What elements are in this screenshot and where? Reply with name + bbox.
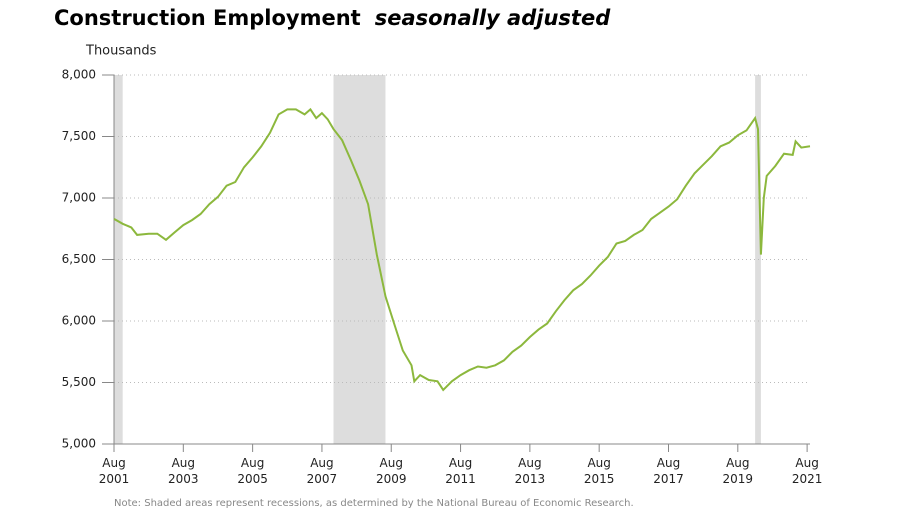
series-line [113, 107, 811, 392]
x-tick-label: Aug 2017 [653, 456, 684, 486]
y-tick-label: 5,000 [62, 437, 96, 451]
y-tick-label: 6,000 [62, 314, 96, 328]
x-tick-label: Aug 2011 [445, 456, 476, 486]
subtitle: seasonally adjusted [375, 6, 611, 30]
x-tick-label: Aug 2001 [98, 456, 130, 486]
y-tick-label: 8,000 [62, 68, 96, 82]
x-tick-label: Aug 2015 [583, 456, 615, 486]
y-tick-label: 6,500 [62, 252, 96, 266]
x-tick-label: Aug 2005 [237, 456, 268, 486]
note: Note: Shaded areas represent recessions,… [114, 498, 634, 509]
y-tick-label: 7,500 [62, 129, 96, 143]
y-axis-label: Thousands [85, 44, 157, 59]
chart-title: Construction Employment seasonally adjust… [54, 6, 611, 30]
x-tick-label: Aug 2021 [791, 456, 823, 486]
y-tick-label: 5,500 [62, 375, 96, 389]
x-tick-label: Aug 2013 [514, 456, 546, 486]
y-tick-label: 7,000 [62, 191, 96, 205]
x-tick-label: Aug 2007 [306, 456, 338, 486]
x-tick-label: Aug 2009 [375, 456, 407, 486]
x-tick-label: Aug 2003 [168, 456, 199, 486]
title: Construction Employment [54, 6, 361, 30]
x-tick-label: Aug 2019 [722, 456, 754, 486]
